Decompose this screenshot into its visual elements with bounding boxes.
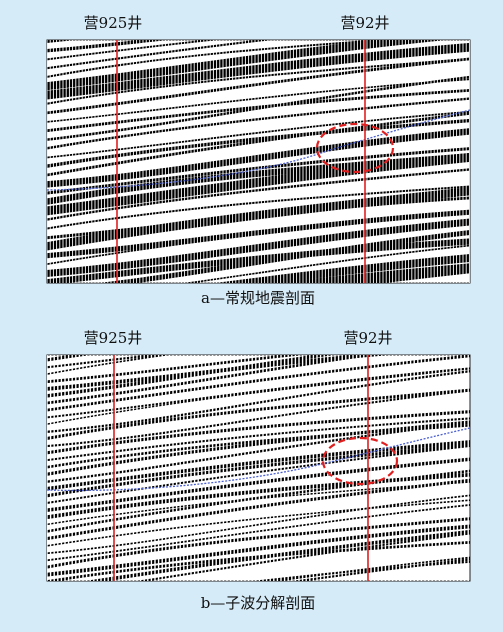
reflector — [42, 0, 475, 7]
caption: a—常规地震剖面 — [201, 289, 315, 307]
figure-canvas: 营925井 营92井 a—常规地震剖面 营925井 营92井 b—子波分解剖面 — [0, 0, 503, 632]
well-label: 营925井 — [84, 329, 143, 347]
well-label: 营925井 — [84, 14, 143, 32]
well-label: 营92井 — [340, 14, 389, 32]
caption: b—子波分解剖面 — [201, 594, 316, 612]
well-label: 营92井 — [343, 329, 392, 347]
figure: 营925井 营92井 a—常规地震剖面 营925井 营92井 b—子波分解剖面 — [0, 0, 503, 632]
